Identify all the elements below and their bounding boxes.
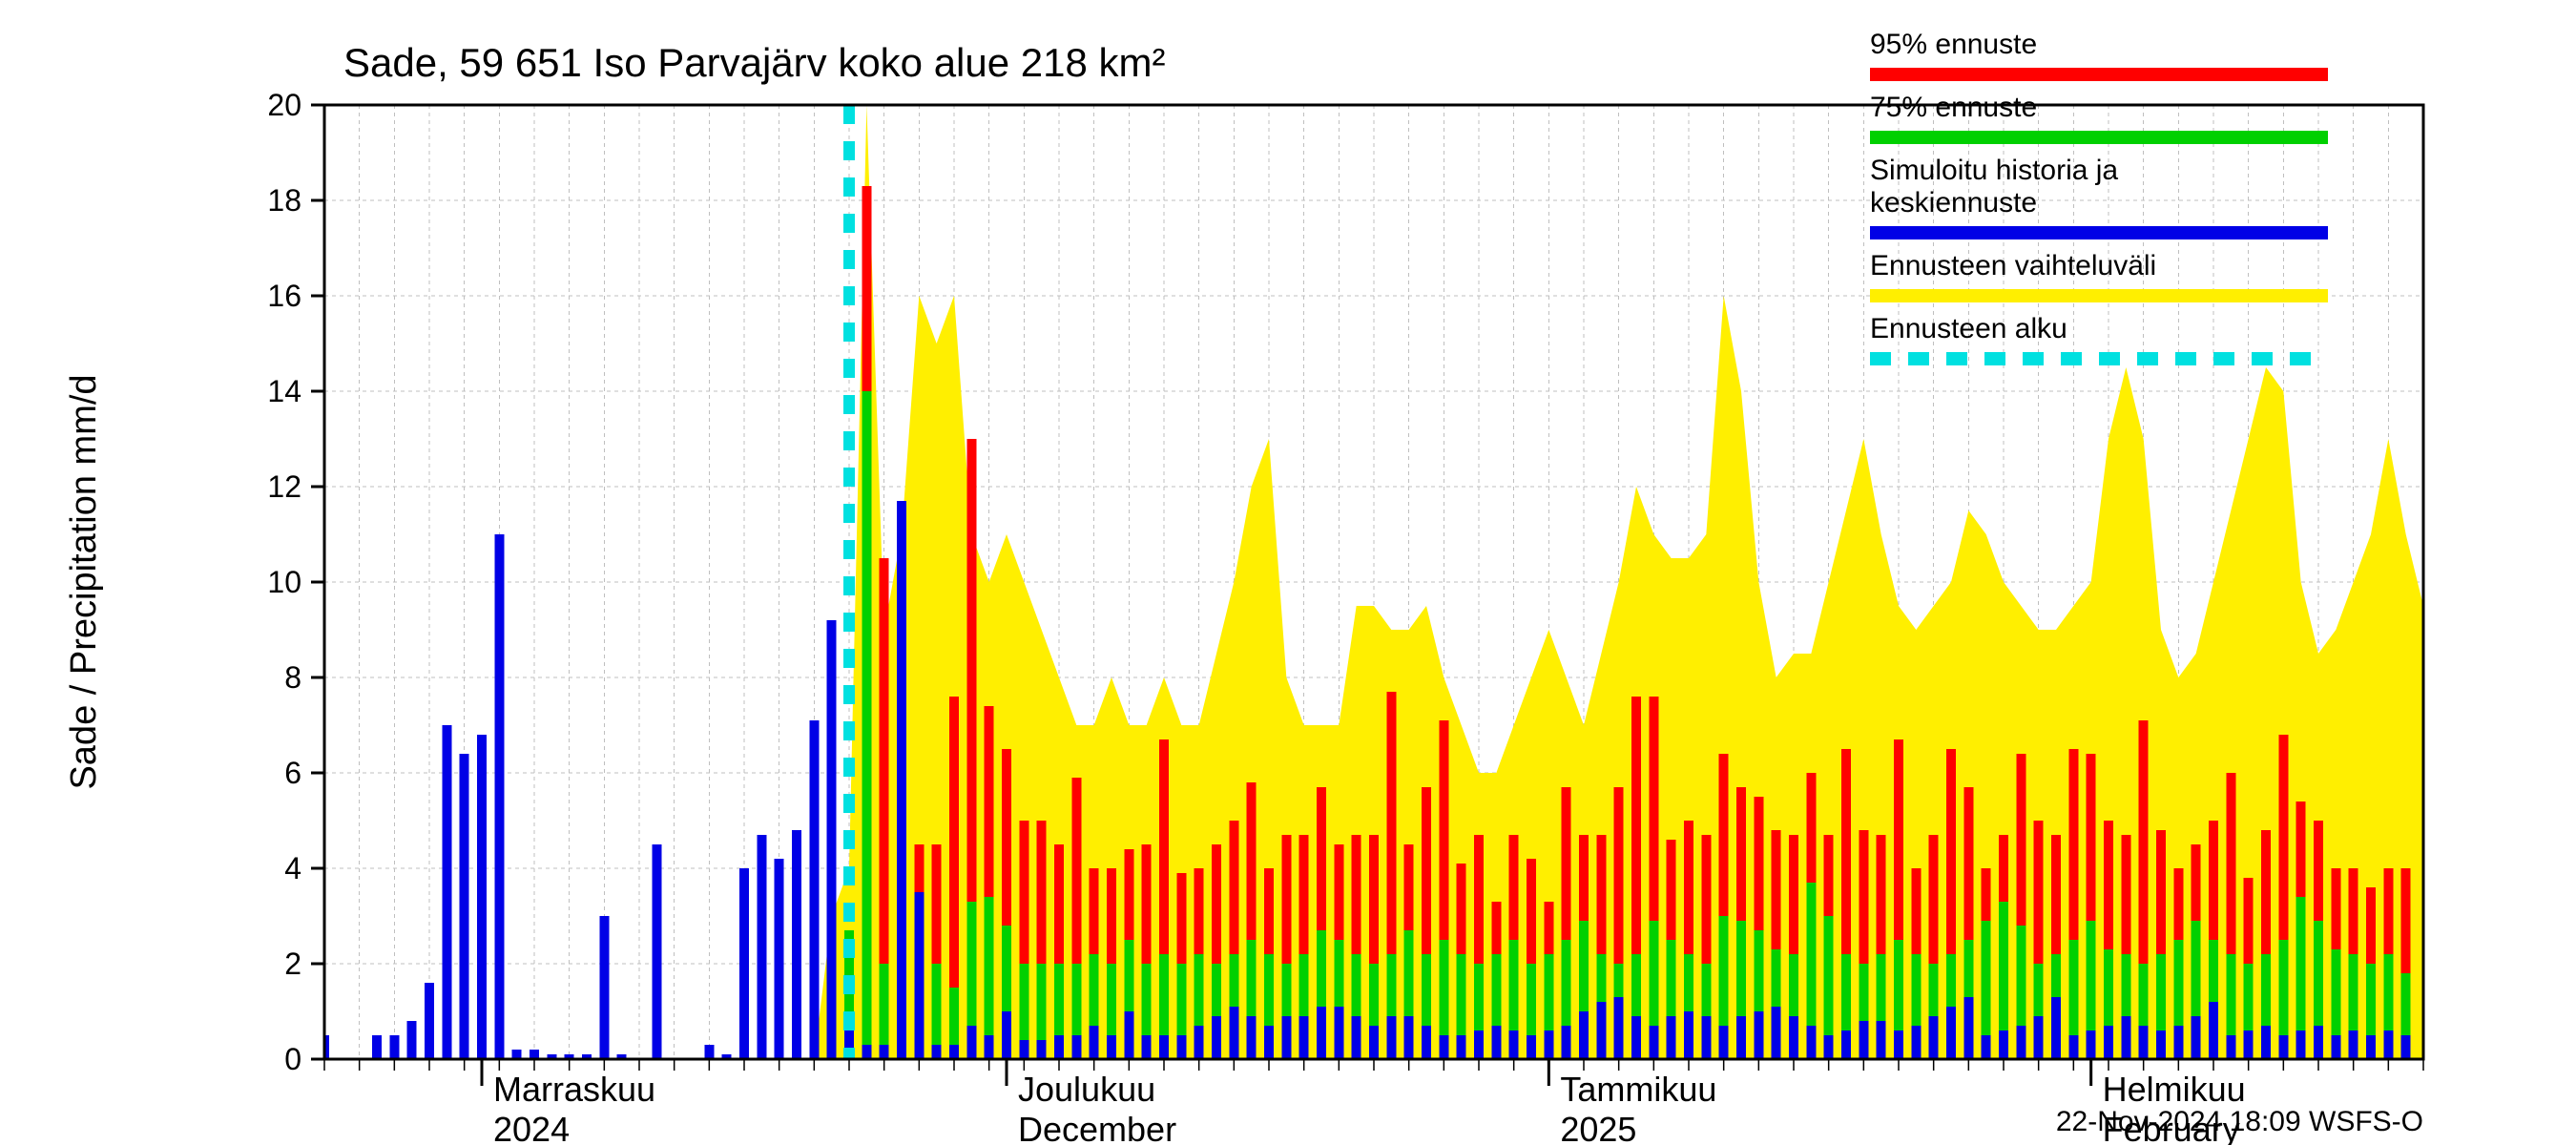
svg-text:Ennusteen vaihteluväli: Ennusteen vaihteluväli — [1870, 250, 2156, 281]
svg-text:8: 8 — [284, 660, 301, 695]
svg-text:Joulukuu: Joulukuu — [1018, 1070, 1155, 1109]
y-axis-label: Sade / Precipitation mm/d — [64, 374, 104, 789]
svg-text:Marraskuu: Marraskuu — [493, 1070, 655, 1109]
svg-text:0: 0 — [284, 1042, 301, 1076]
footer-timestamp: 22-Nov-2024 18:09 WSFS-O — [2056, 1106, 2423, 1137]
svg-text:keskiennuste: keskiennuste — [1870, 187, 2037, 219]
precipitation-chart: 0 2 4 6 8 10 12 14 16 18 20 Marraskuu2024 JoulukuuDe… — [0, 0, 2576, 1145]
svg-text:18: 18 — [267, 183, 301, 218]
svg-text:2025: 2025 — [1560, 1110, 1636, 1145]
chart-title: Sade, 59 651 Iso Parvajärv koko alue 218… — [343, 40, 1166, 85]
svg-text:95% ennuste: 95% ennuste — [1870, 29, 2037, 60]
svg-text:14: 14 — [267, 374, 301, 408]
svg-text:Simuloitu historia ja: Simuloitu historia ja — [1870, 155, 2118, 186]
svg-text:20: 20 — [267, 88, 301, 122]
svg-text:6: 6 — [284, 756, 301, 790]
svg-text:4: 4 — [284, 851, 301, 885]
svg-text:Helmikuu: Helmikuu — [2103, 1070, 2246, 1109]
svg-text:December: December — [1018, 1110, 1176, 1145]
svg-text:10: 10 — [267, 565, 301, 599]
svg-text:75% ennuste: 75% ennuste — [1870, 92, 2037, 123]
svg-text:2: 2 — [284, 947, 301, 981]
svg-text:2024: 2024 — [493, 1110, 570, 1145]
svg-text:16: 16 — [267, 279, 301, 313]
svg-text:Ennusteen alku: Ennusteen alku — [1870, 313, 2067, 344]
svg-text:Tammikuu: Tammikuu — [1560, 1070, 1716, 1109]
svg-text:12: 12 — [267, 469, 301, 504]
